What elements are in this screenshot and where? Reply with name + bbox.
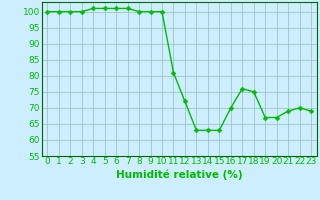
X-axis label: Humidité relative (%): Humidité relative (%) xyxy=(116,169,243,180)
